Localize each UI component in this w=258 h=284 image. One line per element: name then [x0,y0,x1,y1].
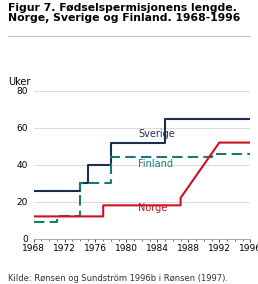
Text: Finland: Finland [138,158,173,169]
Text: Norge, Sverige og Finland. 1968-1996: Norge, Sverige og Finland. 1968-1996 [8,13,240,23]
Text: Sverige: Sverige [138,129,175,139]
Text: Uker: Uker [8,77,30,87]
Text: Norge: Norge [138,203,167,213]
Text: Kilde: Rønsen og Sundström 1996b i Rønsen (1997).: Kilde: Rønsen og Sundström 1996b i Rønse… [8,273,228,283]
Text: Figur 7. Fødselspermisjonens lengde.: Figur 7. Fødselspermisjonens lengde. [8,3,237,13]
